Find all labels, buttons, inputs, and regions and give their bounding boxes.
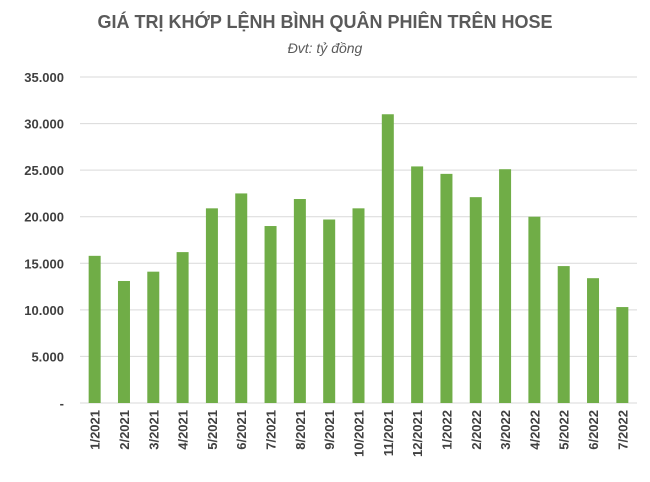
x-tick-label: 12/2021	[410, 410, 425, 457]
x-tick-label: 2/2022	[469, 410, 484, 450]
bar	[381, 114, 394, 403]
chart-title: GIÁ TRỊ KHỚP LỆNH BÌNH QUÂN PHIÊN TRÊN H…	[97, 12, 553, 32]
x-tick-label: 7/2021	[264, 410, 279, 450]
bar	[117, 280, 130, 403]
bar	[469, 197, 482, 403]
chart-subtitle: Đvt: tỷ đồng	[287, 40, 363, 56]
bar	[205, 208, 218, 403]
x-tick-label: 1/2021	[88, 410, 103, 450]
y-tick-label: 25.000	[24, 163, 64, 178]
x-tick-label: 9/2021	[322, 410, 337, 450]
bar	[616, 307, 629, 403]
x-tick-label: 3/2022	[498, 410, 513, 450]
y-tick-label: 30.000	[24, 117, 64, 132]
bar	[587, 278, 600, 403]
x-tick-label: 5/2021	[205, 410, 220, 450]
bar	[264, 226, 277, 403]
y-tick-label: 15.000	[24, 256, 64, 271]
y-tick-label: 5.000	[31, 349, 64, 364]
x-tick-label: 4/2022	[527, 410, 542, 450]
x-tick-label: 11/2021	[381, 410, 396, 456]
x-tick-label: 1/2022	[439, 410, 454, 450]
x-tick-label: 6/2022	[586, 410, 601, 450]
y-tick-label: -	[60, 396, 64, 411]
x-tick-label: 2/2021	[117, 410, 132, 450]
bar	[176, 252, 189, 403]
bar	[235, 193, 248, 403]
y-tick-label: 10.000	[24, 303, 64, 318]
bar	[411, 166, 424, 403]
x-tick-label: 6/2021	[234, 410, 249, 450]
x-tick-label: 10/2021	[352, 410, 367, 457]
x-tick-label: 3/2021	[146, 410, 161, 450]
x-tick-label: 8/2021	[293, 410, 308, 450]
bar	[499, 169, 512, 403]
bar	[323, 219, 336, 403]
bar	[440, 173, 453, 403]
y-tick-label: 20.000	[24, 210, 64, 225]
bar	[528, 216, 541, 403]
x-tick-label: 7/2022	[615, 410, 630, 450]
bar	[88, 255, 101, 403]
y-tick-label: 35.000	[24, 70, 64, 85]
x-tick-label: 5/2022	[557, 410, 572, 450]
x-tick-label: 4/2021	[176, 410, 191, 450]
bar	[557, 266, 570, 403]
bar	[293, 199, 306, 403]
bar	[352, 208, 365, 403]
bar	[147, 271, 160, 403]
